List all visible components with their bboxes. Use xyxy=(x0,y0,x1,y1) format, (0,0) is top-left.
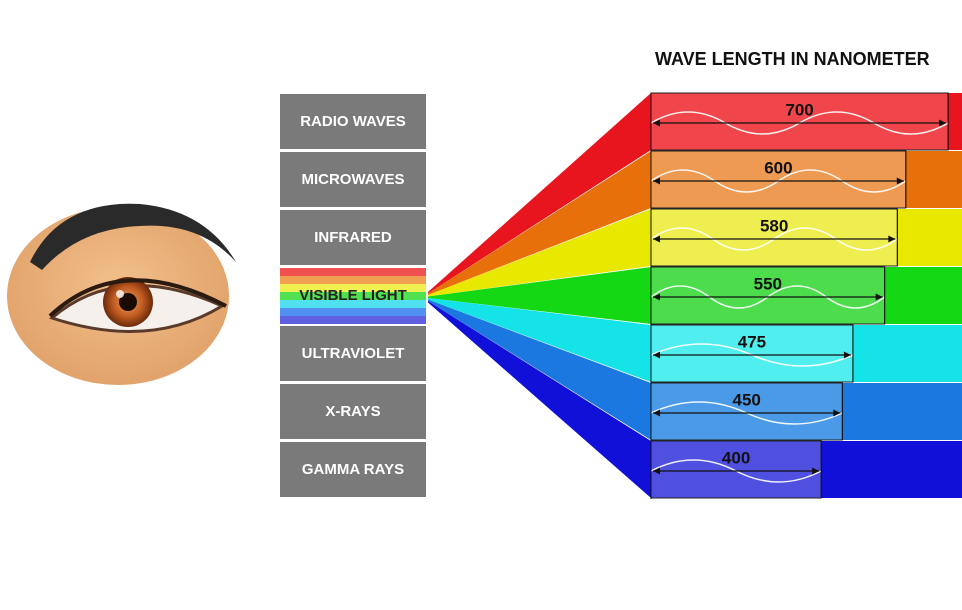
spectrum-label: GAMMA RAYS xyxy=(302,461,404,478)
light-beams xyxy=(428,93,651,498)
wavelength-bands: 700 600 580 550 475 450 400 xyxy=(651,93,962,499)
spectrum-label: X-RAYS xyxy=(325,403,380,420)
wavelength-label: 450 xyxy=(732,390,760,409)
spectrum-label: INFRARED xyxy=(314,229,392,246)
wavelength-label: 550 xyxy=(754,274,782,293)
spectrum-list: RADIO WAVES MICROWAVES INFRARED VISIBLE LIG… xyxy=(280,94,426,497)
wavelength-label: 475 xyxy=(738,332,766,351)
spectrum-label: VISIBLE LIGHT xyxy=(299,287,407,304)
wavelength-label: 600 xyxy=(764,158,792,177)
spectrum-label: ULTRAVIOLET xyxy=(302,345,405,362)
rainbow-stripe xyxy=(280,276,426,284)
wavelength-label: 580 xyxy=(760,216,788,235)
eye-illustration xyxy=(7,204,236,385)
rainbow-stripe xyxy=(280,268,426,276)
spectrum-label: MICROWAVES xyxy=(301,171,404,188)
infographic: RADIO WAVES MICROWAVES INFRARED VISIBLE LIG… xyxy=(0,0,962,610)
wavelength-label: 700 xyxy=(785,100,813,119)
wavelength-label: 400 xyxy=(722,448,750,467)
rainbow-stripe xyxy=(280,316,426,324)
spectrum-label: RADIO WAVES xyxy=(300,113,406,130)
rainbow-stripe xyxy=(280,308,426,316)
title: WAVE LENGTH IN NANOMETER xyxy=(655,49,930,69)
